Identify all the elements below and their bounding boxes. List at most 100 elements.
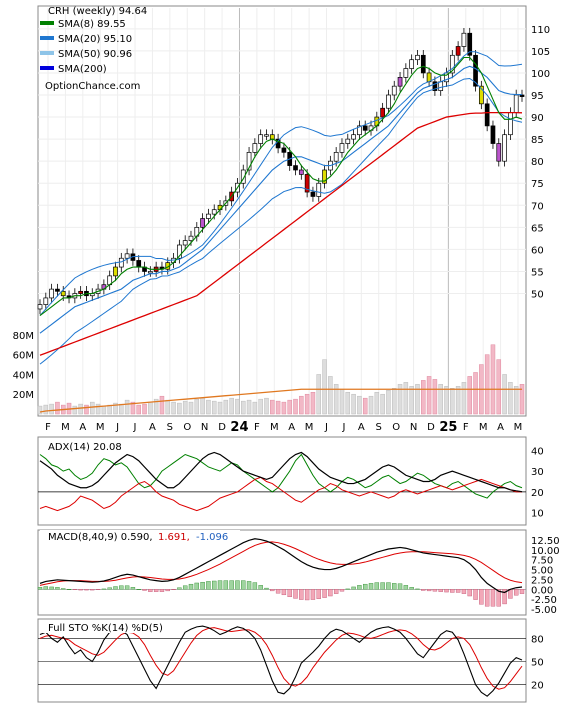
macd-histogram-bar [223,580,229,590]
x-tick-label: A [497,422,504,433]
volume-average-line [39,388,522,413]
candle-body [118,257,124,268]
volume-bar [293,398,298,415]
volume-bars [37,344,525,415]
macd-histogram-bar [479,589,484,605]
candle-body [246,152,252,171]
macd-histogram-bar [182,585,188,590]
candle-body [403,68,409,78]
volume-bar [246,399,252,415]
x-tick-label: J [324,422,328,433]
macd-y-tick: 0.00 [531,585,553,596]
volume-bar [467,376,472,415]
volume-bar [148,401,153,415]
candle-body [409,59,415,69]
x-tick-label: J [341,422,345,433]
volume-bar [107,404,112,415]
x-tick-label: M [96,422,105,433]
price-y-tick: 110 [531,25,550,36]
macd-histogram-bar [519,589,525,594]
candle-body [333,152,339,162]
candle-body [467,32,473,56]
macd-histogram-bar [72,589,78,590]
macd-histogram-bar [206,581,211,590]
macd-histogram-bar [212,580,217,590]
x-tick-label: A [149,422,156,433]
macd-signal-line [39,541,523,586]
legend-swatch-sma20 [40,36,54,40]
volume-bar [206,399,211,415]
macd-histogram-bar [490,589,496,607]
macd-histogram-bar [66,589,72,590]
x-tick-label: M [305,422,314,433]
candle-body [519,94,525,97]
volume-bar [264,397,269,415]
volume-bar [397,384,403,415]
volume-bar [142,403,147,415]
macd-histogram-bar [153,589,159,592]
sto-title: Full STO %K(14) %D(5) [48,623,163,634]
candle-body [461,32,467,47]
macd-histogram-bar [95,589,101,590]
macd-histogram-bar [188,583,194,590]
price-y-tick: 60 [531,245,544,256]
candle-body [60,290,66,297]
macd-histogram-bar [351,586,356,590]
volume-bar [386,390,391,415]
x-tick-label: N [201,422,208,433]
x-tick-label: F [463,422,469,433]
x-tick-label: A [79,422,86,433]
macd-histogram-bar [148,589,153,592]
volume-bar [374,391,380,415]
candle-body [502,134,507,162]
macd-histogram-bar [252,582,258,590]
macd-histogram-bar [84,589,89,591]
macd-y-tick: 5.00 [531,566,553,577]
candle-body [304,174,310,193]
volume-bar [426,376,432,415]
volume-bar [119,403,124,415]
macd-histogram-bar [299,589,304,600]
volume-bar [345,391,351,415]
macd-histogram-bar [363,583,368,590]
volume-bar [304,393,310,415]
volume-bar [322,359,327,415]
candle-body [444,72,449,83]
adx-title: ADX(14) 20.08 [48,442,122,453]
candle-body [438,81,444,91]
sto-y-tick: 80 [531,634,544,645]
lower-band-line [39,78,523,365]
minus-di-line [39,476,522,512]
volume-bar [113,402,118,415]
volume-bar [316,374,321,415]
macd-histogram-bar [432,589,438,592]
macd-y-tick: 2.50 [531,575,553,586]
volume-y-tick: 40M [13,370,34,381]
candle-body [362,125,368,131]
macd-signal-label: 1.691, [158,532,190,543]
macd-title-bg [40,530,240,542]
macd-y-tick: 10.00 [531,546,560,557]
macd-histogram-bar [304,589,310,601]
macd-line [39,538,523,594]
macd-histogram-bar [316,589,321,599]
volume-bar [275,400,281,415]
volume-bar [368,395,374,415]
candle-body [136,260,142,268]
volume-bar [455,386,461,415]
price-y-tick: 75 [531,179,544,190]
candle-body [78,290,84,294]
candle-body [316,182,322,197]
macd-histogram-bar [496,589,501,607]
price-y-tick: 85 [531,135,544,146]
macd-histogram-bar [281,589,287,596]
price-y-tick: 65 [531,223,544,234]
volume-bar [194,398,200,415]
volume-bar [357,395,362,415]
volume-bar [153,398,159,415]
grid-lines [38,8,526,414]
macd-histogram-bar [229,580,234,590]
volume-bar [270,399,275,415]
macd-histogram-bar [90,589,95,591]
legend-sma20: SMA(20) 95.10 [58,34,132,45]
